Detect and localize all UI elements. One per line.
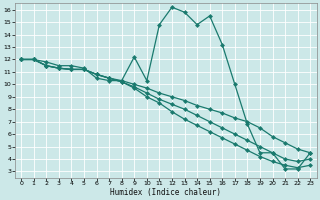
X-axis label: Humidex (Indice chaleur): Humidex (Indice chaleur) — [110, 188, 221, 197]
